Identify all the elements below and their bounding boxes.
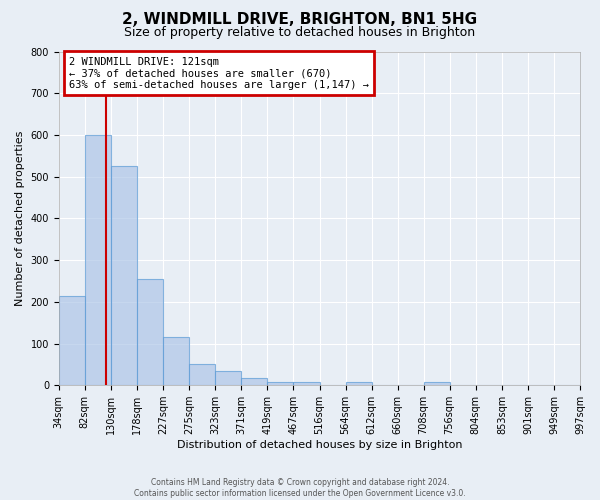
Bar <box>424 382 449 385</box>
Bar <box>267 382 293 385</box>
Bar <box>163 337 189 385</box>
X-axis label: Distribution of detached houses by size in Brighton: Distribution of detached houses by size … <box>176 440 462 450</box>
Bar <box>241 378 267 385</box>
Bar <box>111 166 137 385</box>
Text: 2 WINDMILL DRIVE: 121sqm
← 37% of detached houses are smaller (670)
63% of semi-: 2 WINDMILL DRIVE: 121sqm ← 37% of detach… <box>69 56 369 90</box>
Text: Size of property relative to detached houses in Brighton: Size of property relative to detached ho… <box>124 26 476 39</box>
Bar <box>293 382 320 385</box>
Bar <box>59 296 85 385</box>
Bar <box>189 364 215 385</box>
Y-axis label: Number of detached properties: Number of detached properties <box>15 130 25 306</box>
Text: Contains HM Land Registry data © Crown copyright and database right 2024.
Contai: Contains HM Land Registry data © Crown c… <box>134 478 466 498</box>
Bar <box>85 135 111 385</box>
Bar <box>346 382 371 385</box>
Text: 2, WINDMILL DRIVE, BRIGHTON, BN1 5HG: 2, WINDMILL DRIVE, BRIGHTON, BN1 5HG <box>122 12 478 28</box>
Bar <box>137 279 163 385</box>
Bar <box>215 372 241 385</box>
